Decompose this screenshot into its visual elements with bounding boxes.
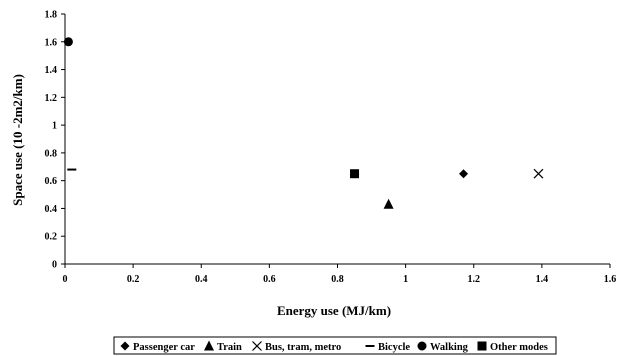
point-bus-tram-metro-stroke bbox=[533, 168, 544, 179]
x-axis-title: Energy use (MJ/km) bbox=[277, 303, 391, 318]
x-tick-label: 1 bbox=[403, 274, 408, 285]
point-other-modes bbox=[350, 169, 360, 179]
x-tick-label: 0 bbox=[63, 274, 68, 285]
legend-box bbox=[113, 336, 557, 355]
legend-marker-bus-tram-metro-stroke bbox=[252, 341, 262, 351]
y-tick-label: 0 bbox=[52, 260, 57, 271]
y-tick-label: 0.6 bbox=[45, 176, 58, 187]
legend-marker-walking bbox=[417, 341, 427, 351]
x-axis-ticks: 0 0.2 0.4 0.6 0.8 1 1.2 1.4 1.6 bbox=[63, 264, 617, 285]
chart-points bbox=[63, 37, 544, 209]
legend-marker-other-modes bbox=[477, 341, 487, 351]
y-tick-label: 1.8 bbox=[45, 10, 58, 21]
x-tick-label: 0.8 bbox=[331, 274, 344, 285]
y-tick-label: 1.2 bbox=[45, 93, 58, 104]
legend-label-bicycle: Bicycle bbox=[378, 342, 410, 353]
legend-label-bus-tram-metro: Bus, tram, metro bbox=[265, 342, 341, 353]
y-tick-label: 0.2 bbox=[45, 232, 58, 243]
legend-label-passenger-car: Passenger car bbox=[133, 342, 195, 353]
x-tick-label: 1.4 bbox=[536, 274, 549, 285]
x-tick-label: 1.6 bbox=[604, 274, 617, 285]
legend: Passenger car Train Bus, tram, metro Bicycl… bbox=[113, 336, 557, 355]
y-tick-label: 1.6 bbox=[45, 37, 58, 48]
x-tick-label: 1.2 bbox=[468, 274, 481, 285]
y-axis-title: Space use (10 -2m2/km) bbox=[10, 74, 25, 206]
legend-label-other-modes: Other modes bbox=[490, 342, 548, 353]
legend-label-train: Train bbox=[217, 342, 242, 353]
legend-marker-passenger-car bbox=[120, 341, 130, 351]
y-tick-label: 1.4 bbox=[45, 65, 58, 76]
x-tick-label: 0.4 bbox=[195, 274, 208, 285]
legend-marker-bus-tram-metro bbox=[252, 341, 262, 351]
chart-axes bbox=[64, 14, 610, 265]
y-tick-label: 1 bbox=[52, 121, 57, 132]
point-train bbox=[383, 198, 394, 209]
point-walking bbox=[63, 37, 73, 47]
x-tick-label: 0.2 bbox=[127, 274, 140, 285]
legend-marker-train bbox=[204, 340, 214, 351]
point-bus-tram-metro bbox=[533, 168, 544, 179]
legend-label-walking: Walking bbox=[430, 342, 469, 353]
y-axis-ticks: 0 0.2 0.4 0.6 0.8 1 1.2 1.4 1.6 1.8 bbox=[45, 10, 65, 271]
x-tick-label: 0.6 bbox=[263, 274, 276, 285]
y-tick-label: 0.8 bbox=[45, 148, 58, 159]
point-passenger-car bbox=[459, 169, 469, 179]
y-tick-label: 0.4 bbox=[45, 204, 58, 215]
